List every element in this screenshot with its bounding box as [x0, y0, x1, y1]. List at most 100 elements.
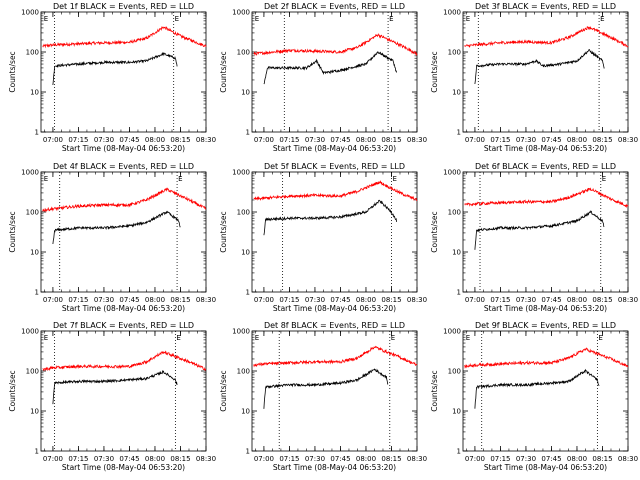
x-tick-label: 08:30 [196, 136, 216, 144]
x-tick-label: 07:45 [330, 455, 350, 463]
chart-title: Det 8f BLACK = Events, RED = LLD [264, 321, 405, 330]
time-marker-label: E [602, 175, 606, 183]
x-tick-label: 08:30 [196, 296, 216, 304]
chart-panel-2: Det 2f BLACK = Events, RED = LLD 1 10 100 10… [219, 2, 427, 153]
x-axis-label: Start Time (08-May-04 06:53:20) [484, 304, 607, 313]
x-axis-label: Start Time (08-May-04 06:53:20) [62, 144, 185, 153]
x-tick-label: 07:30 [94, 455, 114, 463]
chart-panel-5: Det 5f BLACK = Events, RED = LLD 1 10 100 10… [219, 162, 427, 313]
y-tick-label: 1 [35, 448, 39, 456]
time-marker-label: E [600, 15, 604, 23]
x-tick-label: 07:30 [305, 455, 325, 463]
y-tick-label: 100 [237, 368, 250, 376]
x-tick-label: 07:30 [305, 296, 325, 304]
time-marker-label: E [175, 15, 179, 23]
x-tick-label: 08:00 [145, 296, 165, 304]
chart-title: Det 7f BLACK = Events, RED = LLD [53, 321, 194, 330]
x-tick-label: 08:30 [618, 136, 638, 144]
y-tick-label: 1 [246, 448, 250, 456]
time-marker-label: E [389, 15, 393, 23]
y-tick-label: 10 [241, 89, 250, 97]
x-tick-label: 07:30 [94, 296, 114, 304]
plot-frame [251, 330, 418, 452]
x-tick-label: 07:30 [516, 455, 536, 463]
x-axis-label: Start Time (08-May-04 06:53:20) [62, 463, 185, 472]
chart-panel-7: Det 7f BLACK = Events, RED = LLD 1 10 100 10… [8, 321, 216, 472]
x-tick-label: 08:30 [407, 296, 427, 304]
y-tick-label: 100 [237, 49, 250, 57]
series-line-black [52, 51, 178, 86]
x-tick-label: 08:00 [356, 136, 376, 144]
x-tick-label: 08:00 [567, 296, 587, 304]
y-tick-label: 1000 [443, 169, 461, 177]
time-marker-label: E [44, 175, 48, 183]
y-tick-label: 10 [241, 249, 250, 257]
x-tick-label: 08:30 [407, 455, 427, 463]
y-tick-label: 10 [452, 408, 461, 416]
series-line-red [464, 26, 629, 48]
x-tick-label: 07:45 [541, 455, 561, 463]
y-tick-label: 1000 [443, 328, 461, 336]
x-tick-label: 07:15 [279, 455, 299, 463]
x-tick-label: 07:15 [68, 136, 88, 144]
time-marker-label: E [44, 15, 48, 23]
chart-panel-4: Det 4f BLACK = Events, RED = LLD 1 10 100 10… [8, 162, 216, 313]
time-marker-label: E [44, 334, 48, 342]
plot-frame [462, 171, 629, 293]
x-axis-label: Start Time (08-May-04 06:53:20) [273, 463, 396, 472]
y-tick-label: 1000 [232, 169, 250, 177]
x-tick-label: 07:00 [254, 296, 274, 304]
chart-panel-1: Det 1f BLACK = Events, RED = LLD 1 10 100 10… [8, 2, 216, 153]
series-line-black [263, 368, 389, 409]
y-tick-label: 100 [448, 209, 461, 217]
series-line-black [474, 210, 605, 250]
x-axis-label: Start Time (08-May-04 06:53:20) [273, 144, 396, 153]
series-line-red [42, 350, 206, 372]
x-tick-label: 07:45 [330, 136, 350, 144]
y-tick-label: 100 [26, 368, 39, 376]
time-marker-label: E [178, 175, 182, 183]
x-tick-label: 08:15 [170, 455, 190, 463]
y-tick-label: 100 [26, 49, 39, 57]
y-axis-label: Counts/sec [219, 370, 228, 411]
series-line-red [253, 345, 418, 368]
x-tick-label: 07:45 [119, 136, 139, 144]
x-tick-label: 07:00 [465, 455, 485, 463]
y-tick-label: 10 [30, 408, 39, 416]
x-axis-label: Start Time (08-May-04 06:53:20) [62, 304, 185, 313]
chart-panel-8: Det 8f BLACK = Events, RED = LLD 1 10 100 10… [219, 321, 427, 472]
x-tick-label: 08:00 [145, 136, 165, 144]
plot-frame [40, 171, 207, 293]
y-tick-label: 1000 [232, 328, 250, 336]
x-tick-label: 08:30 [196, 455, 216, 463]
x-tick-label: 08:00 [356, 455, 376, 463]
y-axis-label: Counts/sec [219, 51, 228, 92]
time-marker-label: E [255, 334, 259, 342]
time-marker-label: E [466, 334, 470, 342]
x-tick-label: 07:30 [516, 136, 536, 144]
chart-panel-3: Det 3f BLACK = Events, RED = LLD 1 10 100 10… [430, 2, 638, 153]
x-tick-label: 07:00 [254, 455, 274, 463]
x-tick-label: 07:00 [254, 136, 274, 144]
x-tick-label: 08:00 [567, 455, 587, 463]
series-line-red [253, 180, 418, 202]
x-tick-label: 08:00 [145, 455, 165, 463]
y-tick-label: 1000 [21, 328, 39, 336]
x-tick-label: 07:45 [541, 296, 561, 304]
series-line-black [474, 368, 600, 409]
x-tick-label: 08:15 [170, 136, 190, 144]
series-line-black [263, 199, 397, 236]
x-tick-label: 07:30 [305, 136, 325, 144]
chart-title: Det 2f BLACK = Events, RED = LLD [264, 2, 405, 11]
y-tick-label: 1 [457, 448, 461, 456]
x-tick-label: 07:45 [330, 296, 350, 304]
chart-panel-6: Det 6f BLACK = Events, RED = LLD 1 10 100 10… [430, 162, 638, 313]
x-tick-label: 07:15 [68, 296, 88, 304]
x-axis-label: Start Time (08-May-04 06:53:20) [273, 304, 396, 313]
plot-frame [462, 330, 629, 452]
x-tick-label: 07:15 [490, 296, 510, 304]
x-tick-label: 07:30 [94, 136, 114, 144]
y-axis-label: Counts/sec [8, 51, 17, 92]
plot-frame [251, 11, 418, 133]
